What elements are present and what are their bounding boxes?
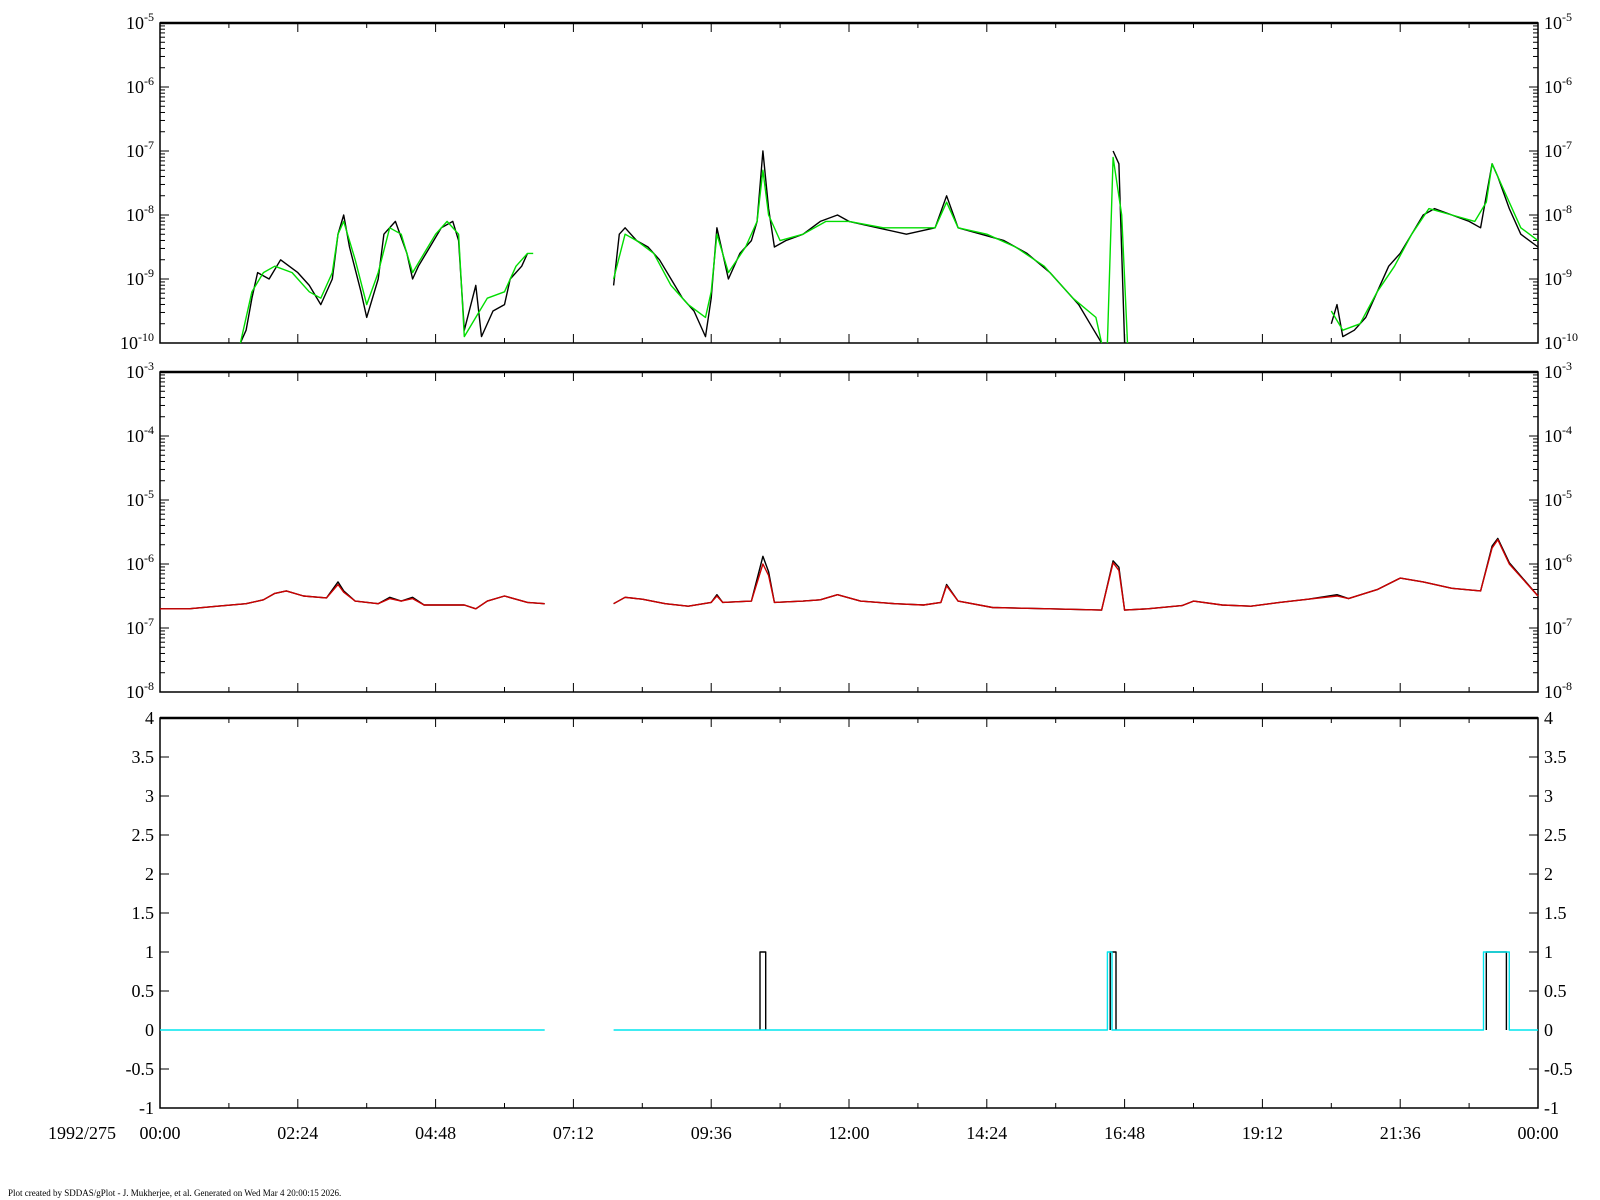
y-tick-label-right: 10-5 xyxy=(1544,10,1572,33)
y-tick-label-left: 10-6 xyxy=(126,74,154,97)
y-tick-label-left: 0 xyxy=(145,1020,154,1040)
panel-2-series-3 xyxy=(160,583,545,610)
panel-2: 10-8 10-8 10-7 10-7 10-6 10-6 10-5 10-5 10-4 10-4… xyxy=(126,359,1572,702)
panel-1-series-3 xyxy=(1112,150,1126,344)
y-tick-label-left: -0.5 xyxy=(126,1059,155,1079)
y-tick-label-left: 1 xyxy=(145,942,154,962)
y-tick-label-right: 10-6 xyxy=(1544,551,1572,574)
x-tick-label: 12:00 xyxy=(828,1123,869,1143)
y-tick-label-right: 10-8 xyxy=(1544,202,1572,225)
x-tick-label: 00:00 xyxy=(1517,1123,1558,1143)
y-tick-label-left: 3.5 xyxy=(132,747,155,767)
panel-3-series-2 xyxy=(1109,951,1117,1030)
y-tick-label-right: 0 xyxy=(1544,1020,1553,1040)
x-tick-label: 04:48 xyxy=(415,1123,456,1143)
y-tick-label-left: 10-9 xyxy=(126,266,154,289)
panel-1-series-5 xyxy=(239,220,534,344)
panel-3-series-5 xyxy=(613,951,1538,1031)
panel-2-series-4 xyxy=(613,539,1539,611)
y-tick-label-left: 2 xyxy=(145,864,154,884)
y-tick-label-left: 2.5 xyxy=(132,825,155,845)
panel-3-frame xyxy=(159,717,1539,1109)
y-tick-label-left: 10-4 xyxy=(126,423,154,446)
panel-1-series-4 xyxy=(1330,163,1539,338)
panel-1-frame xyxy=(159,22,1539,344)
y-tick-label-right: 10-5 xyxy=(1544,487,1572,510)
x-tick-label: 02:24 xyxy=(277,1123,318,1143)
panel-1-series-8 xyxy=(1330,163,1539,331)
y-tick-label-right: 10-9 xyxy=(1544,266,1572,289)
panel-1-series-7 xyxy=(1106,156,1129,344)
x-tick-label: 09:36 xyxy=(691,1123,732,1143)
y-tick-label-right: 3.5 xyxy=(1544,747,1567,767)
y-tick-label-left: 3 xyxy=(145,786,154,806)
y-tick-label-right: 1 xyxy=(1544,942,1553,962)
y-tick-label-right: -1 xyxy=(1544,1098,1559,1118)
y-tick-label-right: 10-6 xyxy=(1544,74,1572,97)
panel-3-series-1 xyxy=(759,951,767,1030)
y-tick-label-right: 10-10 xyxy=(1544,330,1578,353)
panel-2-frame xyxy=(159,371,1539,693)
panel-1: 10-10 10-10 10-9 10-9 10-8 10-8 10-7 10-7 10-6 10… xyxy=(120,10,1578,353)
panel-2-series-1 xyxy=(160,581,545,610)
y-tick-label-right: 0.5 xyxy=(1544,981,1567,1001)
y-tick-label-left: 10-5 xyxy=(126,10,154,33)
panel-1-series-6 xyxy=(612,169,1103,344)
x-tick-label: 00:00 xyxy=(139,1123,180,1143)
y-tick-label-right: 10-8 xyxy=(1544,679,1572,702)
y-tick-label-left: 10-10 xyxy=(120,330,154,353)
y-tick-label-right: 3 xyxy=(1544,786,1553,806)
y-tick-label-left: -1 xyxy=(139,1098,154,1118)
y-tick-label-left: 10-5 xyxy=(126,487,154,510)
y-tick-label-right: 2 xyxy=(1544,864,1553,884)
footer-credit: Plot created by SDDAS/gPlot - J. Mukherj… xyxy=(8,1188,342,1198)
y-tick-label-right: 10-4 xyxy=(1544,423,1572,446)
panel-3-series-3 xyxy=(1485,951,1508,1030)
y-tick-label-left: 0.5 xyxy=(132,981,155,1001)
y-tick-label-right: -0.5 xyxy=(1544,1059,1573,1079)
x-tick-label: 14:24 xyxy=(966,1123,1007,1143)
panel-1-series-2 xyxy=(612,150,1103,344)
time-axis: 00:00 02:24 04:48 07:12 09:36 12:00 14:24 16:48… xyxy=(48,1123,1559,1143)
x-tick-label: 21:36 xyxy=(1380,1123,1421,1143)
panel-3: -1 -1 -0.5 -0.5 0 0 0.5 0.5 1 1 1.5 1.5 2 2 2.5 2.5 3 3 3.… xyxy=(126,708,1573,1118)
y-tick-label-right: 4 xyxy=(1544,708,1553,728)
panel-1-series-1 xyxy=(239,214,529,344)
y-tick-label-right: 1.5 xyxy=(1544,903,1567,923)
y-tick-label-left: 10-6 xyxy=(126,551,154,574)
x-tick-label: 07:12 xyxy=(553,1123,594,1143)
y-tick-label-left: 1.5 xyxy=(132,903,155,923)
y-tick-label-right: 10-7 xyxy=(1544,138,1572,161)
x-tick-label: 16:48 xyxy=(1104,1123,1145,1143)
y-tick-label-left: 10-8 xyxy=(126,202,154,225)
y-tick-label-right: 10-3 xyxy=(1544,359,1572,382)
date-label: 1992/275 xyxy=(48,1123,116,1143)
y-tick-label-right: 2.5 xyxy=(1544,825,1567,845)
y-tick-label-left: 10-8 xyxy=(126,679,154,702)
y-tick-label-left: 10-7 xyxy=(126,615,154,638)
y-tick-label-left: 10-3 xyxy=(126,359,154,382)
y-tick-label-right: 10-7 xyxy=(1544,615,1572,638)
y-tick-label-left: 4 xyxy=(145,708,154,728)
x-tick-label: 19:12 xyxy=(1242,1123,1283,1143)
y-tick-label-left: 10-7 xyxy=(126,138,154,161)
